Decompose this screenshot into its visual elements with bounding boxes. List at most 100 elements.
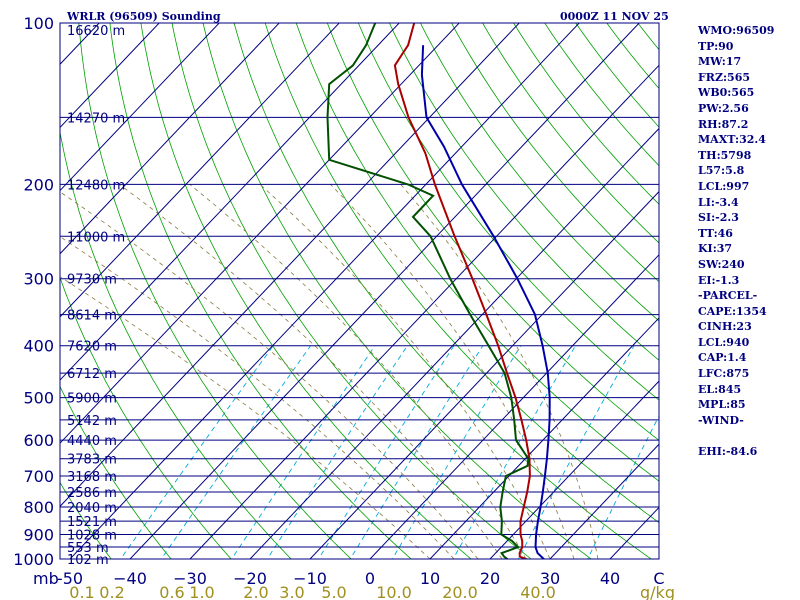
stat-item: -WIND- xyxy=(698,413,744,427)
pressure-tick-label: 900 xyxy=(23,525,54,544)
stat-item: WB0:565 xyxy=(698,86,755,100)
height-label: 11000 m xyxy=(67,230,125,245)
moist-adiabat xyxy=(119,184,503,559)
isotherm-line xyxy=(0,0,2,573)
isotherm-line xyxy=(129,23,640,559)
temperature-tick-label: 10 xyxy=(420,569,440,588)
stat-item: FRZ:565 xyxy=(698,70,751,84)
height-label: 9730 m xyxy=(67,273,117,288)
mixing-ratio-label: 3.0 xyxy=(279,583,304,600)
height-label: 1028 m xyxy=(67,528,117,543)
mixing-ratio-label: 10.0 xyxy=(376,583,412,600)
temperature-tick-label: 40 xyxy=(600,569,620,588)
dry-adiabat xyxy=(451,23,659,283)
pressure-tick-label: 100 xyxy=(23,14,54,33)
temperature-tick-label: −40 xyxy=(113,569,147,588)
height-label: 2586 m xyxy=(67,486,117,501)
isotherm-line xyxy=(60,23,340,318)
dry-adiabat xyxy=(78,23,352,559)
parcel-line xyxy=(420,45,551,559)
stat-item: SW:240 xyxy=(698,257,745,271)
mixing-ratio-line xyxy=(317,345,455,559)
isotherm-line xyxy=(309,190,659,559)
isotherms xyxy=(0,0,659,573)
height-label: 553 m xyxy=(67,541,109,556)
stat-item: LFC:875 xyxy=(698,367,750,381)
stat-item: CAP:1.4 xyxy=(698,351,747,365)
isotherm-line xyxy=(249,127,659,559)
isotherm-line xyxy=(60,23,520,508)
temperature-tick-label: 30 xyxy=(540,569,560,588)
stat-item: LI:-3.4 xyxy=(698,195,739,209)
temperature-tick-label: 0 xyxy=(365,569,375,588)
stat-item: RH:87.2 xyxy=(698,117,749,131)
height-label: 3783 m xyxy=(67,453,117,468)
stat-item: LCL:997 xyxy=(698,179,750,193)
dry-adiabat xyxy=(357,23,659,401)
mixing-ratio-label: 5.0 xyxy=(321,583,346,600)
mixing-ratio-label: 0.6 xyxy=(159,583,184,600)
mixing-ratio-line xyxy=(391,345,522,559)
height-label: 102 m xyxy=(67,553,109,568)
temperature-tick-label: 20 xyxy=(480,569,500,588)
pressure-tick-label: 700 xyxy=(23,467,54,486)
stat-item: MAXT:32.4 xyxy=(698,133,766,147)
height-label: 3168 m xyxy=(67,470,117,485)
temperature-line xyxy=(393,23,531,559)
stat-item: L57:5.8 xyxy=(698,164,745,178)
dry-adiabat xyxy=(60,276,232,559)
stat-item: EI:-1.3 xyxy=(698,273,740,287)
pressure-tick-label: 600 xyxy=(23,431,54,450)
height-label: 14270 m xyxy=(67,111,125,126)
pressure-unit-label: mb xyxy=(33,569,59,588)
station-title: WRLR (96509) Sounding xyxy=(67,10,221,23)
isotherm-line xyxy=(549,443,659,559)
isotherm-line xyxy=(429,317,659,559)
pressure-tick-label: 1000 xyxy=(13,550,54,569)
dry-adiabat xyxy=(388,23,659,361)
isotherm-line xyxy=(60,23,460,444)
mixing-ratio-line xyxy=(231,345,376,559)
mixing-ratio-line xyxy=(266,345,408,559)
stat-item: TP:90 xyxy=(698,39,734,53)
isotherm-line xyxy=(69,23,580,559)
stat-item: KI:37 xyxy=(698,242,733,256)
stat-item: MPL:85 xyxy=(698,398,746,412)
mixing-ratio-line xyxy=(517,345,635,559)
plot-border xyxy=(59,22,660,560)
stat-item xyxy=(698,428,774,444)
dry-adiabat xyxy=(202,23,592,559)
isotherm-line xyxy=(489,380,659,559)
mixing-ratio-line xyxy=(452,345,576,559)
isotherm-line xyxy=(60,23,160,129)
mixing-ratio-unit: g/kg xyxy=(640,583,675,600)
dry-adiabat xyxy=(264,23,659,523)
mixing-ratio-label: 1.0 xyxy=(189,583,214,600)
isotherm-line xyxy=(60,23,400,381)
height-label: 16620 m xyxy=(67,24,125,39)
isotherm-line xyxy=(369,254,659,559)
mixing-ratio-label: 40.0 xyxy=(520,583,556,600)
moist-adiabat xyxy=(400,184,599,559)
height-label: 5900 m xyxy=(67,392,117,407)
isobars xyxy=(60,23,659,559)
pressure-tick-label: 400 xyxy=(23,337,54,356)
mixing-ratio-line xyxy=(119,345,274,559)
height-label: 4440 m xyxy=(67,434,117,449)
pressure-tick-label: 500 xyxy=(23,389,54,408)
height-label: 1521 m xyxy=(67,515,117,530)
mixing-ratio-line xyxy=(587,415,659,559)
pressure-tick-label: 300 xyxy=(23,270,54,289)
temperature-tick-label: −30 xyxy=(173,569,207,588)
isotherm-line xyxy=(189,64,659,559)
stat-item: CAPE:1354 xyxy=(698,304,767,318)
dry-adiabat xyxy=(326,23,659,441)
temperature-tick-label: −10 xyxy=(293,569,327,588)
height-label: 8614 m xyxy=(67,309,117,324)
stat-item: LCL:940 xyxy=(698,335,750,349)
mixing-ratio-label: 0.1 xyxy=(69,583,94,600)
height-label: 12480 m xyxy=(67,178,125,193)
pressure-tick-label: 200 xyxy=(23,175,54,194)
